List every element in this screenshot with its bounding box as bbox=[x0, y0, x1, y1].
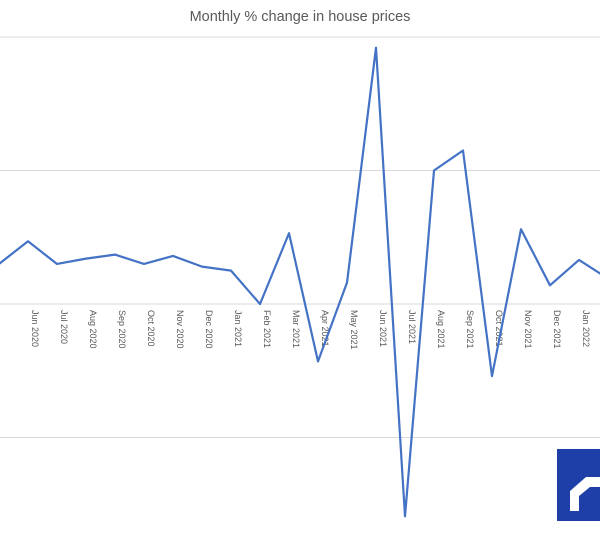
x-tick-label: May 2021 bbox=[349, 310, 359, 350]
x-tick-label: Jul 2020 bbox=[59, 310, 69, 344]
x-tick-label: Oct 2020 bbox=[146, 310, 156, 347]
x-tick-label: Jan 2022 bbox=[581, 310, 591, 347]
x-tick-label: Jan 2021 bbox=[233, 310, 243, 347]
x-tick-label: Oct 2021 bbox=[494, 310, 504, 347]
series-line bbox=[0, 46, 600, 518]
x-tick-label: Dec 2020 bbox=[204, 310, 214, 349]
brand-logo bbox=[557, 449, 600, 521]
x-tick-label: Jul 2021 bbox=[407, 310, 417, 344]
x-tick-label: Aug 2021 bbox=[436, 310, 446, 349]
x-tick-label: Jun 2021 bbox=[378, 310, 388, 347]
x-tick-label: Aug 2020 bbox=[88, 310, 98, 349]
x-tick-label: Sep 2020 bbox=[117, 310, 127, 349]
x-tick-labels: Jun 2020 Jul 2020 Aug 2020 Sep 2020 Oct 2020… bbox=[30, 310, 591, 350]
x-tick-label: Sep 2021 bbox=[465, 310, 475, 349]
x-tick-label: Feb 2021 bbox=[262, 310, 272, 348]
gridlines bbox=[0, 36, 600, 438]
series-lines bbox=[0, 46, 600, 518]
x-tick-label: Nov 2021 bbox=[523, 310, 533, 349]
x-tick-label: Dec 2021 bbox=[552, 310, 562, 349]
chart-title: Monthly % change in house prices bbox=[189, 9, 411, 25]
x-tick-label: Nov 2020 bbox=[175, 310, 185, 349]
x-tick-label: Jun 2020 bbox=[30, 310, 40, 347]
x-tick-label: Apr 2021 bbox=[320, 310, 330, 347]
x-tick-label: Mar 2021 bbox=[291, 310, 301, 348]
